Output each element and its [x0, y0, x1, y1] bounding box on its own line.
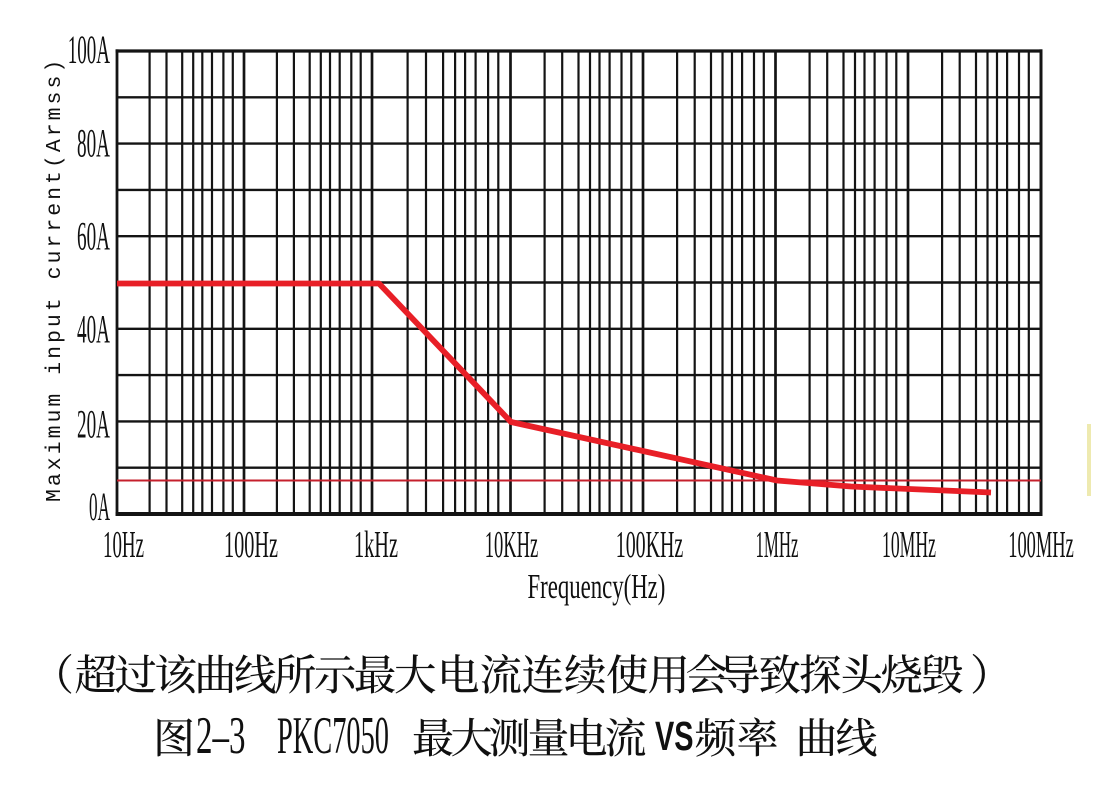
svg-text:100A: 100A — [68, 27, 111, 72]
svg-text:10MHz: 10MHz — [882, 525, 936, 566]
svg-text:60A: 60A — [77, 214, 110, 259]
svg-text:Frequency(Hz): Frequency(Hz) — [527, 568, 665, 606]
svg-text:1kHz: 1kHz — [354, 523, 398, 565]
svg-text:100MHz: 100MHz — [1008, 524, 1073, 566]
svg-text:10Hz: 10Hz — [103, 524, 144, 566]
svg-text:20A: 20A — [77, 402, 110, 447]
svg-text:2–3: 2–3 — [196, 706, 245, 765]
svg-text:10KHz: 10KHz — [485, 524, 538, 566]
svg-text:80A: 80A — [77, 121, 110, 166]
svg-text:0A: 0A — [89, 485, 110, 529]
svg-text:Maximum input current(Armss): Maximum input current(Armss) — [43, 57, 67, 502]
svg-text:100KHz: 100KHz — [616, 523, 683, 566]
svg-text:VS: VS — [655, 713, 693, 759]
svg-text:100Hz: 100Hz — [224, 523, 278, 565]
svg-text:40A: 40A — [77, 307, 110, 352]
svg-text:PKC7050: PKC7050 — [277, 707, 389, 766]
svg-text:1MHz: 1MHz — [756, 525, 799, 566]
